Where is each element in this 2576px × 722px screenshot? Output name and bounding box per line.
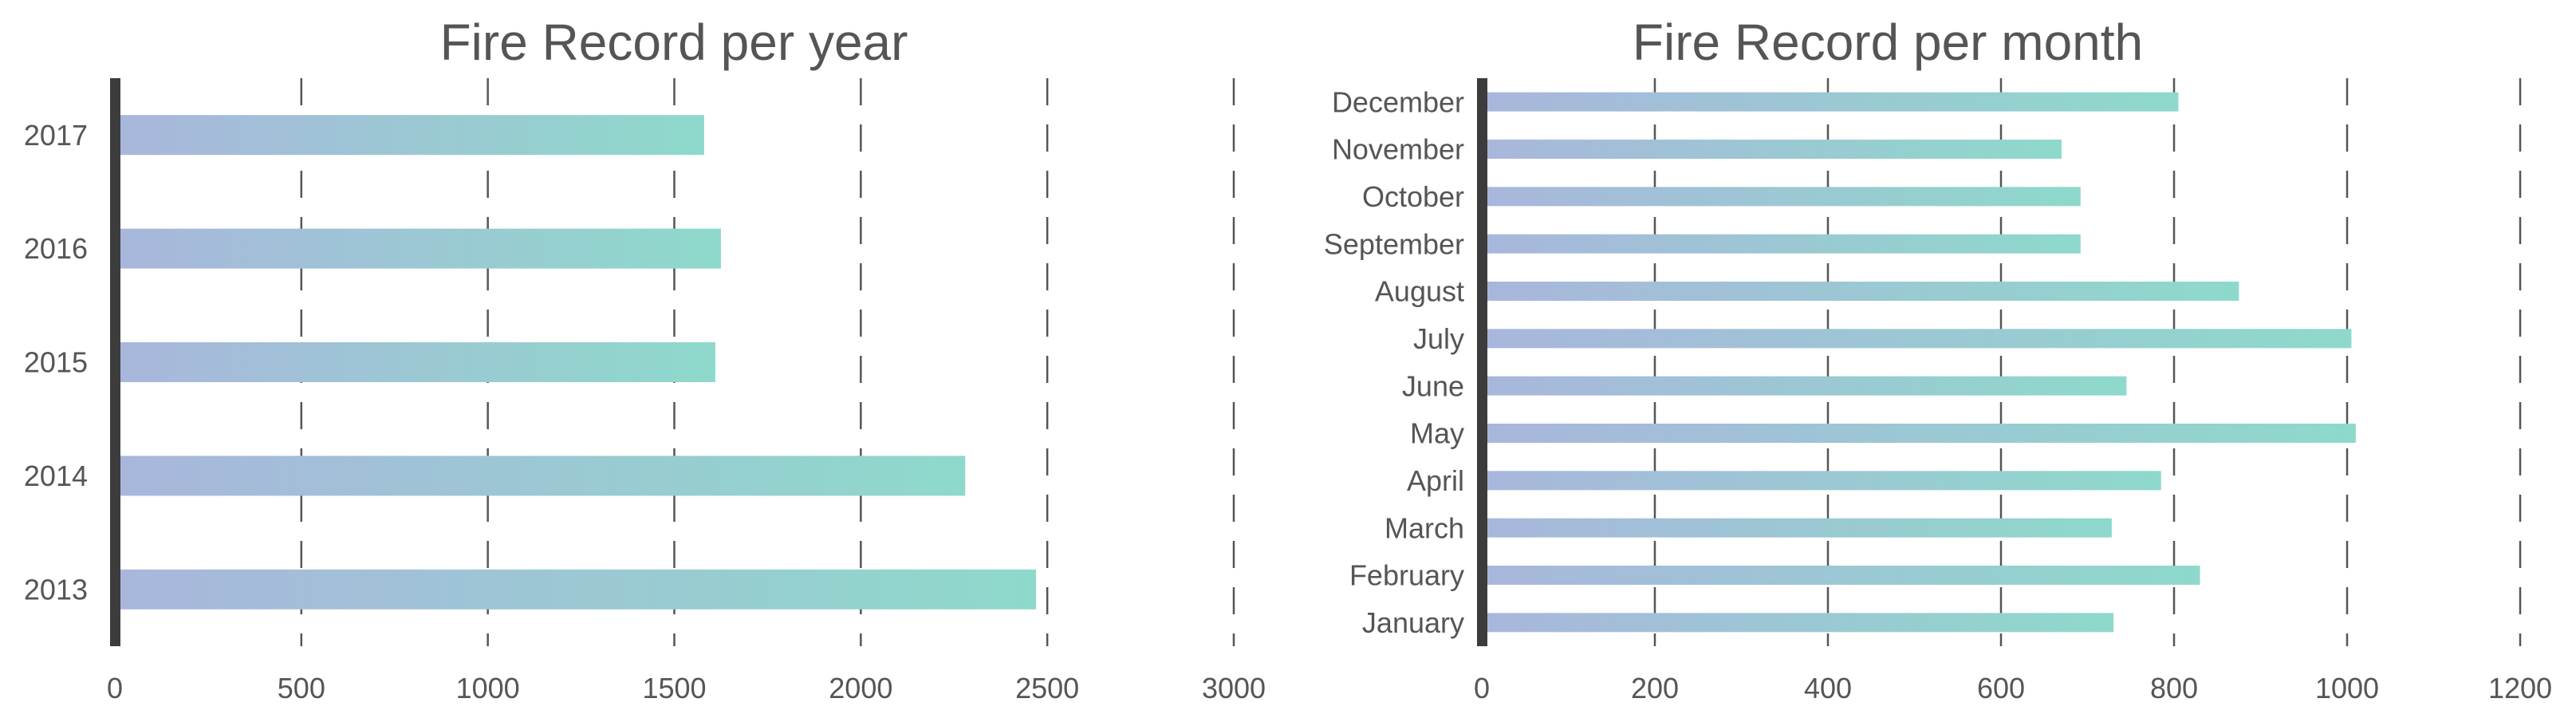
y-tick-label: 2015 (24, 346, 88, 379)
y-tick-label: May (1410, 417, 1464, 450)
chart-fire-record-per-month: Fire Record per month January February Mar… (1324, 14, 2552, 704)
x-tick-label: 2000 (829, 672, 892, 704)
grid-month (1653, 78, 2522, 646)
y-tick-label: July (1413, 322, 1464, 355)
y-axis-spine-month (1477, 78, 1487, 646)
y-tick-label: October (1362, 180, 1464, 213)
x-tick-labels-month: 0 200 400 600 800 1000 1200 (1474, 672, 2552, 704)
chart-title-year: Fire Record per year (440, 14, 908, 71)
x-tick-label: 2500 (1015, 672, 1079, 704)
y-tick-label: June (1402, 369, 1464, 402)
bar-july (1482, 329, 2352, 349)
x-tick-label: 3000 (1202, 672, 1266, 704)
y-tick-label: 2017 (24, 119, 88, 152)
y-tick-label: September (1324, 227, 1464, 260)
y-tick-label: March (1385, 511, 1464, 544)
y-tick-label: November (1332, 133, 1464, 166)
bar-december (1482, 92, 2179, 112)
x-tick-label: 800 (2150, 672, 2198, 704)
bar-august (1482, 282, 2239, 301)
bar-november (1482, 140, 2062, 159)
bar-april (1482, 471, 2161, 491)
bar-2017 (115, 115, 704, 156)
bar-june (1482, 376, 2127, 396)
bars-year (115, 115, 1037, 610)
y-tick-label: April (1407, 464, 1464, 497)
x-tick-label: 200 (1631, 672, 1679, 704)
chart-fire-record-per-year: Fire Record per year 2013201420152016201… (24, 14, 1266, 704)
y-tick-label: 2013 (24, 573, 88, 606)
y-tick-label: January (1362, 606, 1464, 639)
bar-january (1482, 613, 2114, 633)
y-tick-labels-month: January February March April May June July Augu… (1324, 85, 1464, 639)
x-tick-label: 1000 (456, 672, 520, 704)
bar-march (1482, 518, 2112, 538)
bar-february (1482, 566, 2200, 585)
chart-title-month: Fire Record per month (1633, 14, 2143, 71)
y-axis-spine-year (110, 78, 120, 646)
y-tick-label: December (1332, 85, 1464, 118)
bar-may (1482, 424, 2356, 443)
x-tick-label: 0 (107, 672, 123, 704)
bar-2015 (115, 342, 715, 382)
x-tick-label: 400 (1804, 672, 1852, 704)
x-tick-label: 1500 (642, 672, 706, 704)
bars-month (1482, 92, 2356, 633)
x-tick-label: 0 (1474, 672, 1490, 704)
bar-september (1482, 234, 2081, 254)
y-tick-label: 2014 (24, 460, 88, 492)
x-tick-labels-year: 0 500 1000 1500 2000 2500 3000 (107, 672, 1266, 704)
y-tick-labels-year: 2013 2014 2015 2016 2017 (24, 119, 88, 606)
x-tick-label: 1000 (2315, 672, 2379, 704)
bar-2013 (115, 569, 1037, 610)
x-tick-label: 600 (1977, 672, 2025, 704)
y-tick-label: August (1375, 275, 1464, 308)
y-tick-label: 2016 (24, 232, 88, 265)
bar-2014 (115, 456, 966, 496)
x-tick-label: 500 (278, 672, 325, 704)
y-tick-label: February (1349, 559, 1464, 592)
bar-2016 (115, 228, 721, 269)
bar-october (1482, 187, 2081, 207)
x-tick-label: 1200 (2488, 672, 2552, 704)
